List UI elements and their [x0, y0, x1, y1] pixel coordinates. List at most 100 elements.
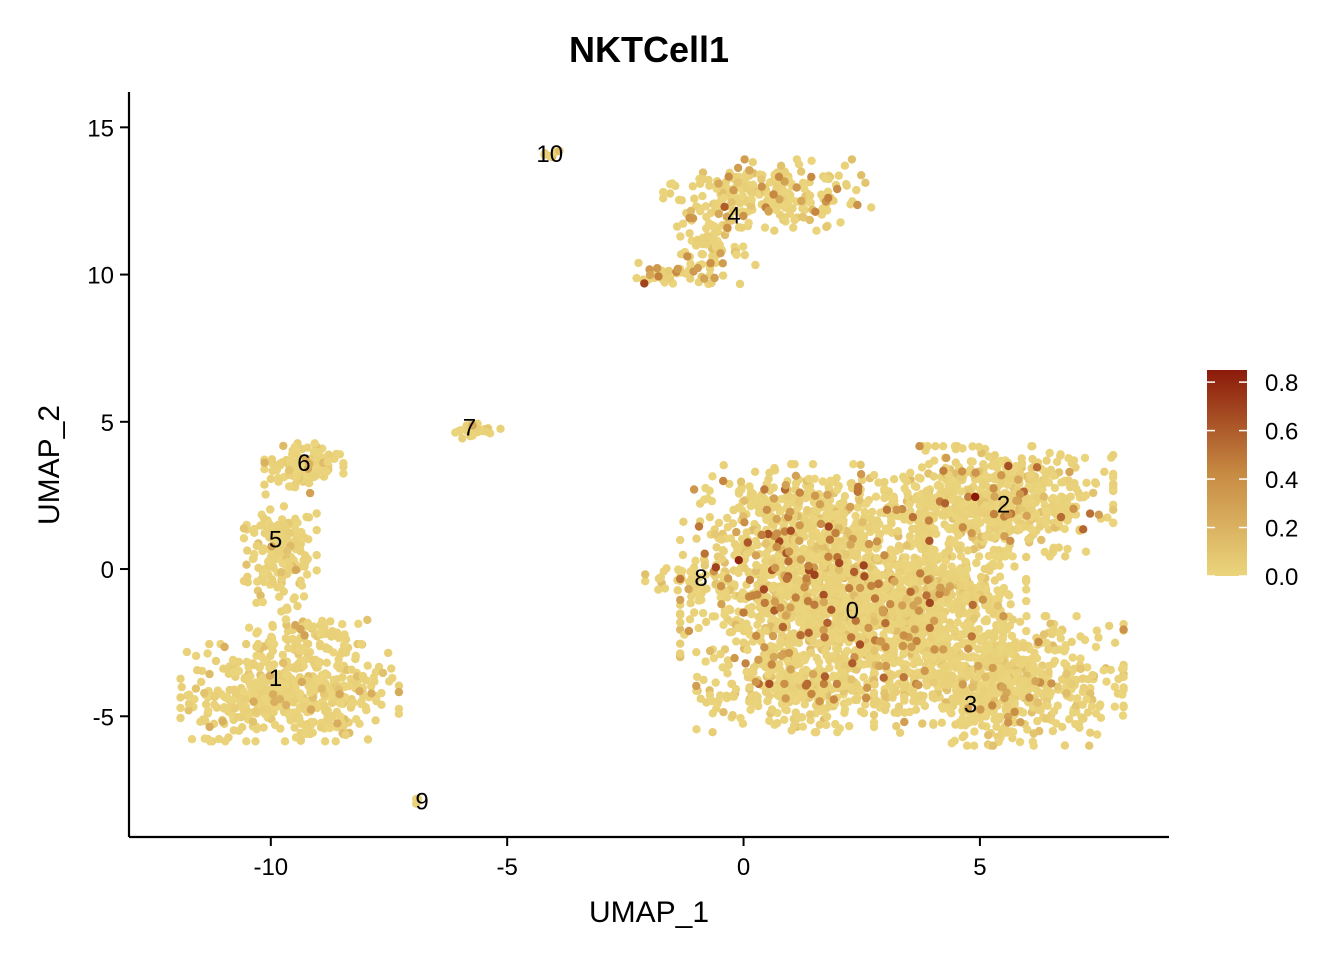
cell-point — [997, 669, 1006, 678]
cell-point — [191, 651, 201, 661]
cell-point — [676, 574, 685, 584]
cell-point — [684, 584, 693, 594]
cell-point — [205, 737, 215, 746]
cell-point — [723, 656, 733, 665]
cell-point — [800, 656, 809, 665]
cell-point — [990, 451, 1000, 460]
cell-point — [265, 671, 275, 680]
cell-point — [303, 639, 313, 649]
cell-point — [1042, 456, 1051, 465]
cell-point — [762, 505, 772, 514]
cell-point — [870, 617, 879, 626]
cell-point — [716, 650, 725, 659]
cell-point — [1019, 643, 1029, 652]
cell-point — [821, 646, 830, 655]
cell-point — [278, 650, 287, 660]
cell-point — [819, 598, 828, 607]
cell-point — [918, 622, 927, 631]
cell-point — [738, 719, 748, 728]
cell-point — [700, 495, 709, 504]
cell-point — [909, 611, 918, 620]
cell-point — [1048, 726, 1058, 736]
cell-point — [692, 648, 701, 657]
cell-point — [898, 618, 908, 627]
cell-point — [802, 574, 811, 583]
cell-point — [659, 194, 668, 203]
cell-point — [744, 218, 753, 228]
cell-point — [734, 623, 743, 633]
cell-point — [890, 590, 899, 599]
cell-point — [312, 525, 321, 535]
cell-point — [1029, 741, 1038, 750]
cell-point — [844, 697, 853, 706]
cell-point — [211, 656, 221, 666]
cell-point — [323, 458, 332, 467]
cell-point — [852, 185, 861, 195]
cell-point — [278, 559, 287, 568]
cell-point — [1016, 660, 1025, 669]
cell-point — [716, 593, 725, 602]
cell-point — [824, 482, 833, 492]
cell-point — [752, 560, 761, 570]
cell-point — [1020, 522, 1030, 531]
cell-point — [205, 669, 214, 679]
cell-point — [1109, 518, 1118, 528]
cell-point — [745, 166, 754, 175]
cell-point — [315, 641, 325, 651]
cell-point — [1012, 653, 1021, 662]
cell-point — [746, 492, 755, 501]
cell-point — [893, 527, 903, 536]
cell-point — [705, 646, 715, 656]
cell-point — [854, 595, 863, 605]
cell-point — [261, 490, 270, 499]
cell-point — [218, 717, 227, 726]
cell-point — [847, 675, 856, 684]
cell-point — [754, 496, 763, 506]
cell-point — [1035, 522, 1045, 531]
cell-point — [290, 723, 299, 732]
cell-point — [768, 584, 777, 593]
cell-point — [276, 724, 285, 733]
cell-point — [1074, 719, 1084, 729]
cell-point — [993, 601, 1003, 610]
cell-point — [929, 557, 938, 566]
cell-point — [1080, 635, 1090, 645]
cell-point — [281, 615, 290, 624]
cell-point — [291, 565, 301, 575]
cell-point — [976, 636, 985, 646]
cell-point — [690, 608, 699, 617]
cell-point — [852, 695, 861, 705]
cell-point — [748, 180, 758, 189]
cell-point — [786, 194, 796, 204]
cell-point — [817, 706, 826, 716]
cell-point — [1002, 702, 1012, 711]
cell-point — [914, 473, 923, 482]
cell-point — [339, 459, 348, 468]
cell-point — [320, 622, 329, 631]
cell-point — [229, 696, 238, 705]
cell-point — [692, 534, 701, 543]
cell-point — [855, 496, 864, 505]
cell-point — [1014, 668, 1023, 677]
cell-point — [284, 482, 294, 491]
cell-point — [969, 614, 979, 623]
cell-point — [870, 594, 880, 603]
cell-point — [887, 493, 897, 503]
cell-point — [864, 605, 874, 614]
cell-point — [1067, 459, 1077, 468]
cell-point — [267, 542, 276, 551]
cell-point — [917, 463, 927, 472]
cell-point — [184, 699, 194, 708]
cell-point — [1009, 727, 1018, 737]
cell-point — [634, 258, 643, 268]
cell-point — [808, 460, 818, 469]
cell-point — [707, 496, 717, 506]
cell-point — [266, 474, 275, 484]
cell-point — [763, 697, 772, 706]
cell-point — [869, 689, 879, 699]
cell-point — [468, 431, 477, 440]
cell-point — [673, 264, 682, 274]
cell-point — [972, 558, 981, 568]
cell-point — [743, 538, 752, 547]
cell-point — [250, 524, 259, 534]
